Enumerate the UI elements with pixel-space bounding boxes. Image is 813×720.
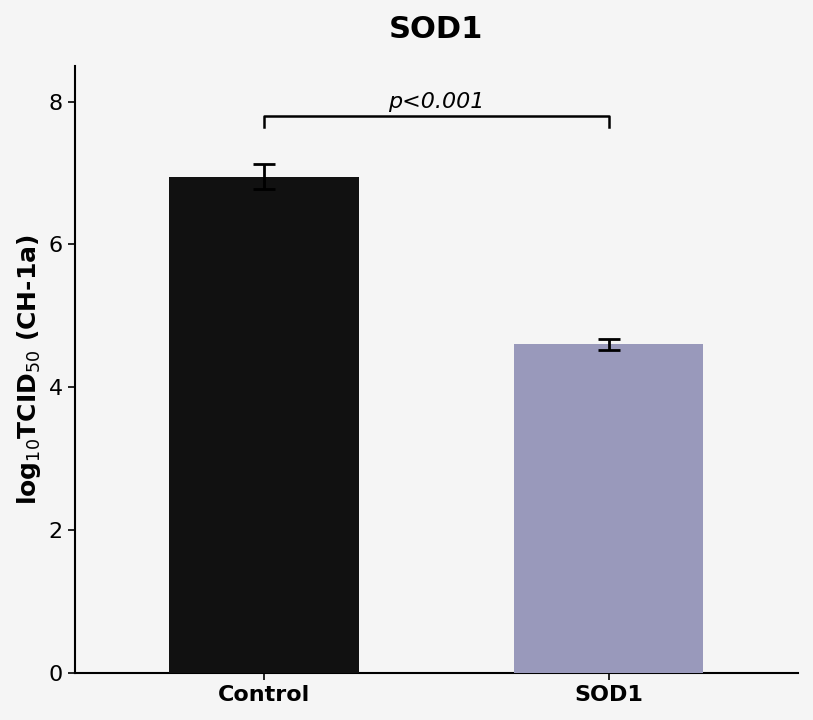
Text: p<0.001: p<0.001 (388, 92, 485, 112)
Title: SOD1: SOD1 (389, 15, 484, 44)
Y-axis label: log$_{10}$TCID$_{50}$ (CH-1a): log$_{10}$TCID$_{50}$ (CH-1a) (15, 234, 43, 505)
Bar (514, 344, 703, 673)
Bar (169, 176, 359, 673)
